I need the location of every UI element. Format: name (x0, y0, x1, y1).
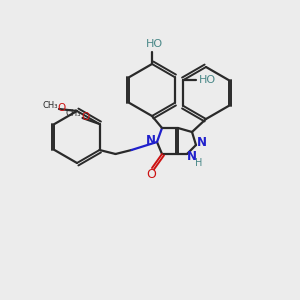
Text: N: N (146, 134, 156, 148)
Text: HO: HO (146, 39, 163, 49)
Text: CH₃: CH₃ (66, 110, 81, 118)
Text: O: O (81, 112, 90, 122)
Text: O: O (146, 169, 156, 182)
Text: O: O (58, 103, 66, 113)
Text: H: H (195, 158, 203, 168)
Text: N: N (197, 136, 207, 149)
Text: N: N (187, 151, 197, 164)
Text: CH₃: CH₃ (42, 100, 58, 109)
Text: HO: HO (199, 75, 216, 85)
